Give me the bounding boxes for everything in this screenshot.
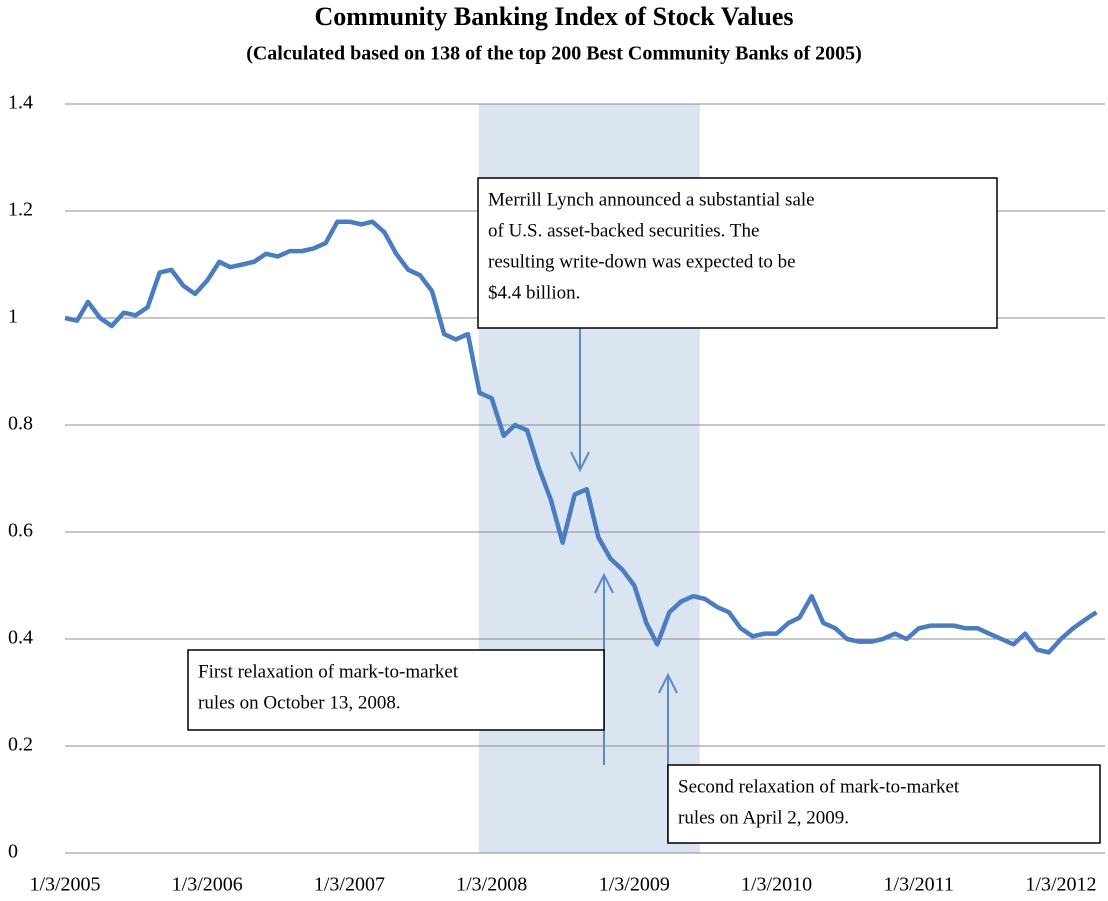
- arrow-head: [594, 572, 614, 594]
- annotation-text: of U.S. asset-backed securities. The: [488, 220, 759, 241]
- x-tick-label: 1/3/2009: [599, 874, 670, 896]
- y-tick-label: 0.4: [8, 627, 33, 649]
- arrow-head: [658, 672, 678, 694]
- annotation-box: [477, 177, 998, 329]
- y-tick-label: 0.8: [8, 413, 33, 435]
- x-tick-label: 1/3/2008: [456, 874, 527, 896]
- y-tick-label: 1.4: [8, 92, 33, 114]
- x-tick-label: 1/3/2011: [884, 874, 954, 896]
- y-tick-label: 1: [8, 306, 18, 328]
- x-tick-label: 1/3/2005: [29, 874, 100, 896]
- y-tick-label: 0.2: [8, 734, 33, 756]
- annotation-text: rules on April 2, 2009.: [678, 807, 849, 828]
- annotation-text: resulting write-down was expected to be: [488, 251, 796, 272]
- annotation-text: $4.4 billion.: [488, 282, 580, 303]
- arrow-head: [570, 451, 590, 473]
- annotation-box: [187, 649, 605, 731]
- y-tick-label: 0: [8, 841, 18, 863]
- y-tick-label: 1.2: [8, 199, 33, 221]
- series-line: [64, 219, 1098, 655]
- chart-title: Community Banking Index of Stock Values: [315, 2, 794, 31]
- x-tick-label: 1/3/2012: [1025, 874, 1096, 896]
- annotation-text: Second relaxation of mark-to-market: [678, 776, 960, 797]
- chart-subtitle: (Calculated based on 138 of the top 200 …: [246, 43, 862, 65]
- annotation-box: [667, 764, 1101, 844]
- annotation-text: First relaxation of mark-to-market: [198, 661, 459, 682]
- x-tick-label: 1/3/2010: [741, 874, 812, 896]
- annotation-text: rules on October 13, 2008.: [198, 692, 401, 713]
- annotation-text: Merrill Lynch announced a substantial sa…: [488, 189, 815, 210]
- x-tick-label: 1/3/2006: [172, 874, 243, 896]
- y-tick-label: 0.6: [8, 520, 33, 542]
- x-tick-label: 1/3/2007: [314, 874, 385, 896]
